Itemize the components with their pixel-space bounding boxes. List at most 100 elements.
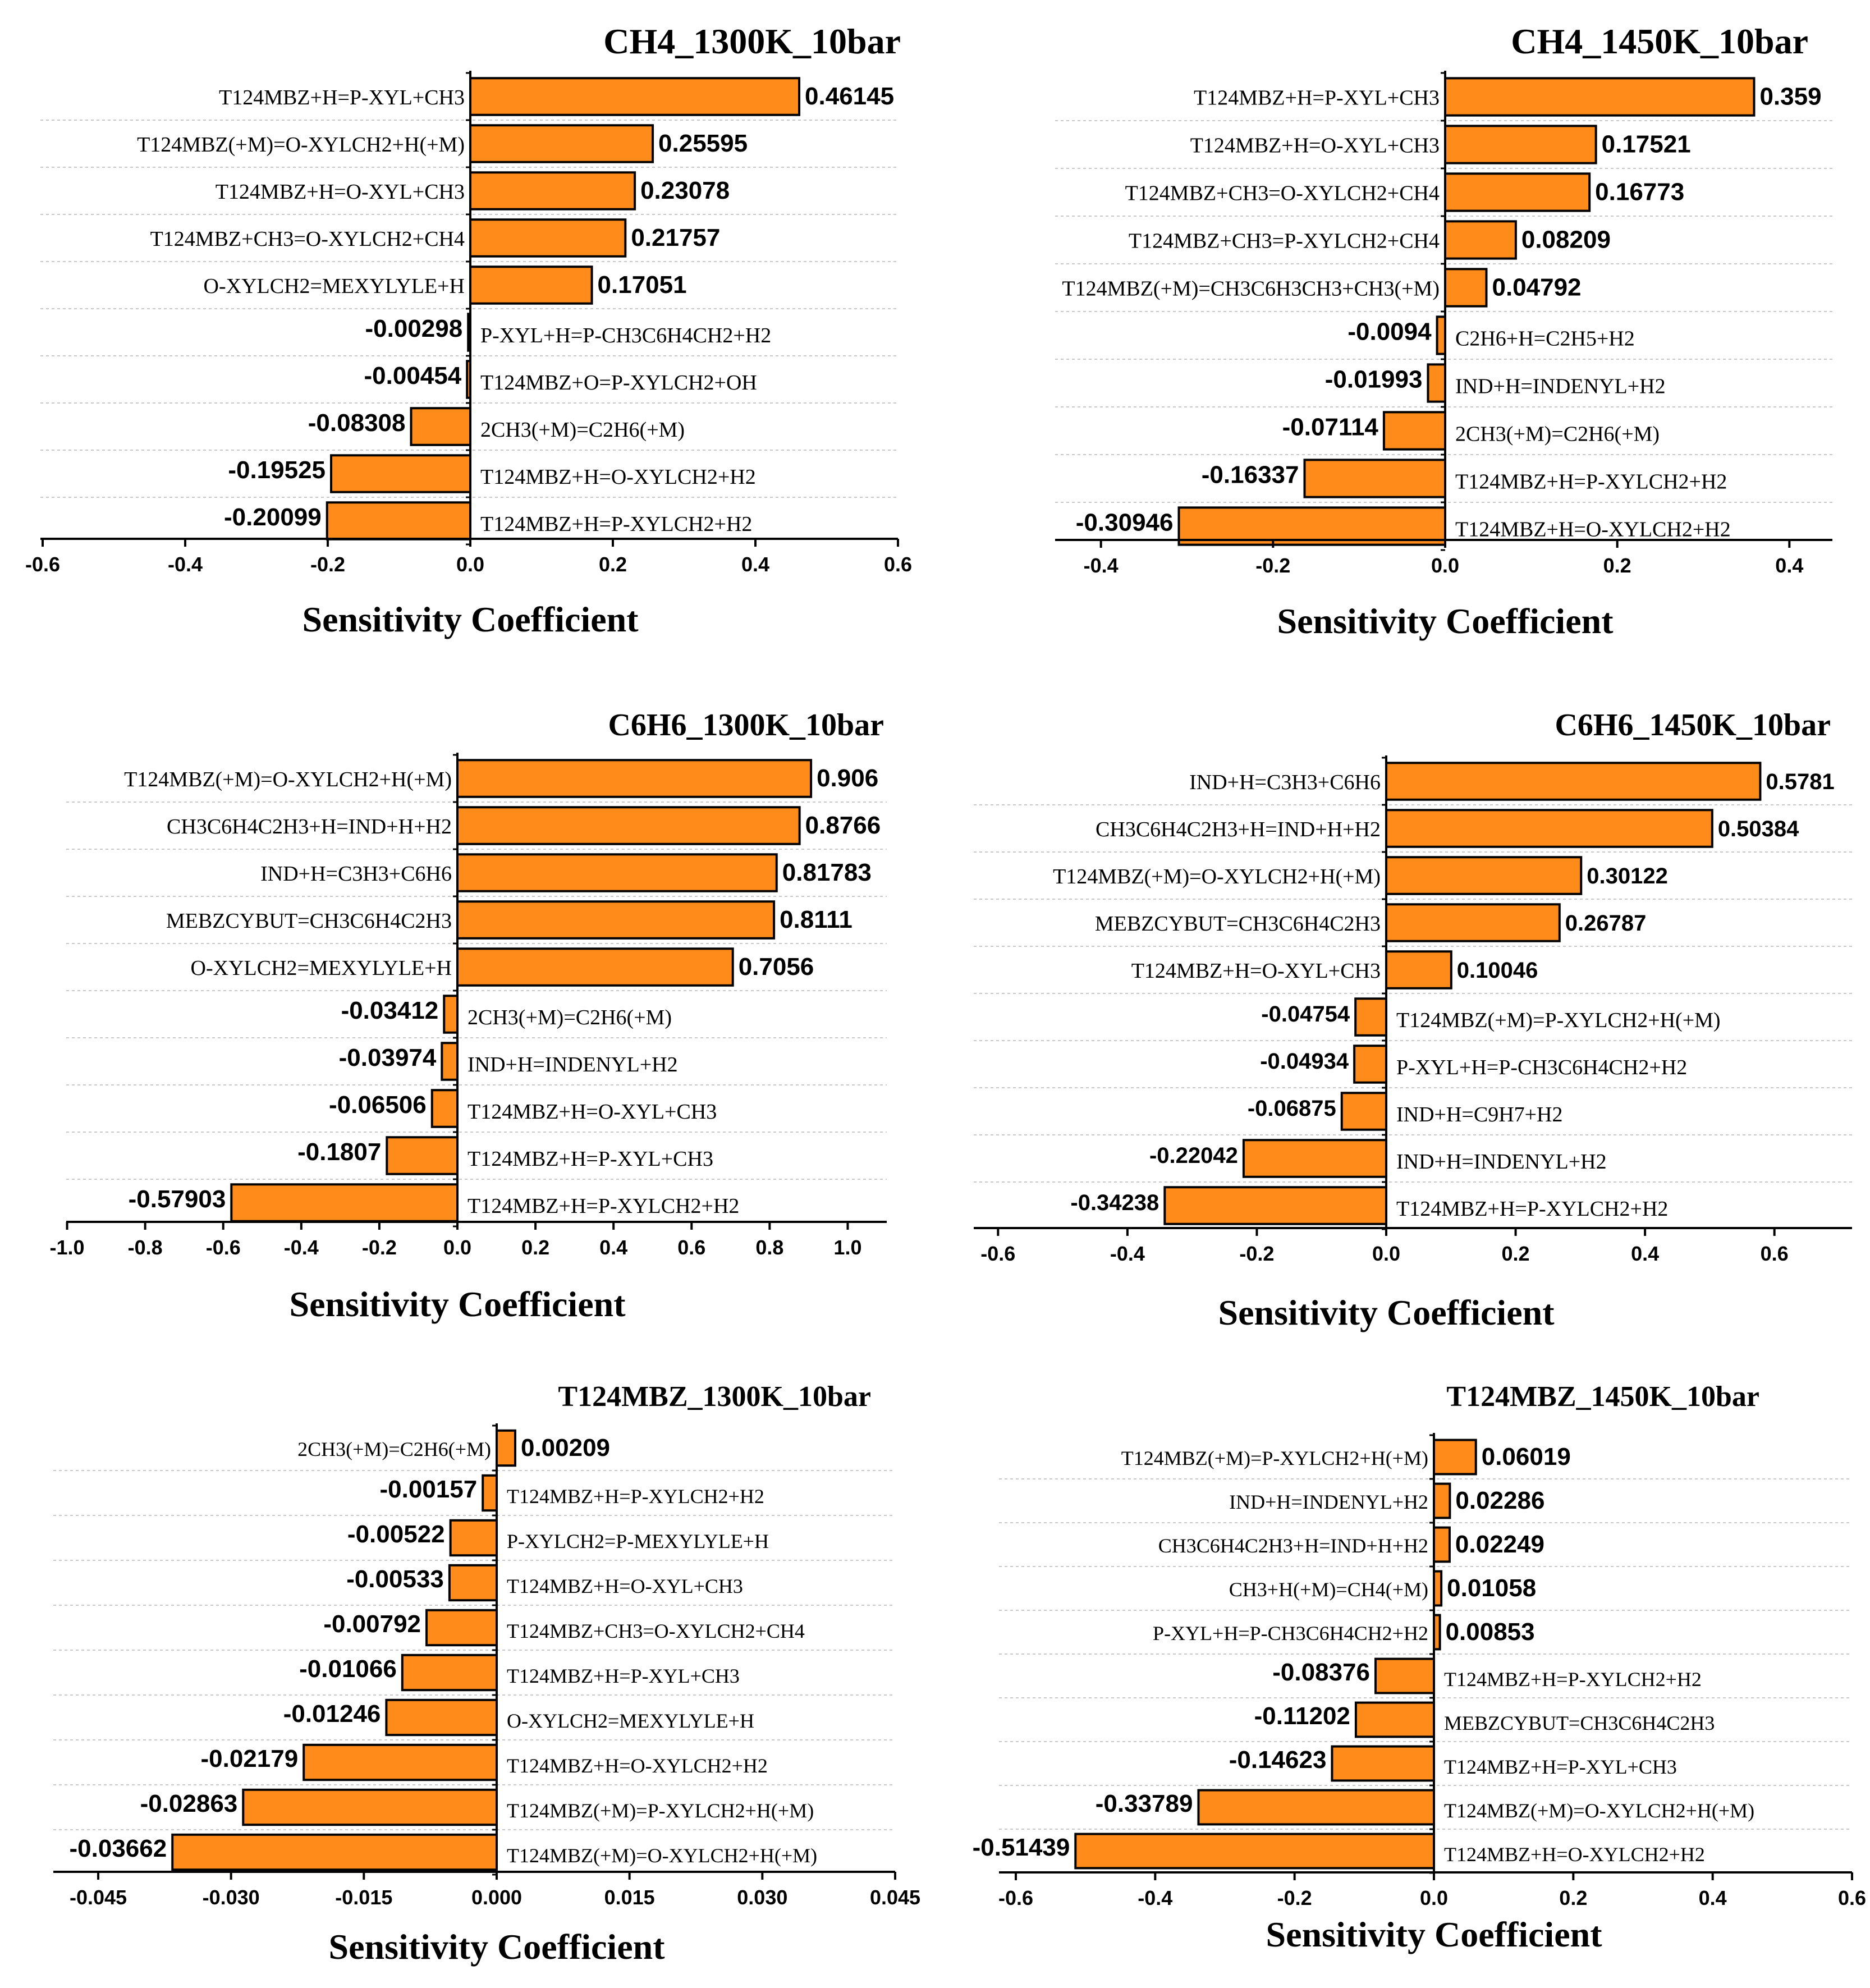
data-label: 0.08209: [1521, 226, 1611, 254]
x-axis-title: Sensitivity Coefficient: [290, 1284, 626, 1324]
tick-label: 0.0: [1431, 554, 1459, 577]
bar: [1444, 268, 1488, 308]
category-label: T124MBZ+H=P-XYLCH2+H2: [480, 512, 752, 536]
x-axis-title: Sensitivity Coefficient: [1218, 1293, 1555, 1332]
category-label: C2H6+H=C2H5+H2: [1455, 327, 1635, 351]
tick-label: -0.4: [284, 1236, 319, 1259]
bar: [1354, 997, 1388, 1037]
category-label: IND+H=INDENYL+H2: [467, 1053, 678, 1077]
category-label: O-XYLCH2=MEXYLYLE+H: [507, 1710, 754, 1732]
bar: [456, 806, 801, 845]
tick-label: 0.2: [599, 553, 627, 576]
data-label: 0.06019: [1482, 1443, 1571, 1471]
bar: [496, 1429, 516, 1467]
tick-label: -1.0: [50, 1236, 85, 1259]
tick-label: 0.0: [1420, 1886, 1448, 1909]
bar: [1385, 809, 1713, 848]
data-label: -0.04934: [1260, 1049, 1349, 1074]
bar: [1444, 77, 1756, 117]
category-label: T124MBZ+H=P-XYLCH2+H2: [467, 1194, 739, 1218]
category-label: T124MBZ+H=O-XYLCH2+H2: [1455, 518, 1731, 542]
data-label: 0.00209: [521, 1434, 610, 1462]
chart-panel-4: C6H6_1450K_10bar IND+H=C3H3+C6H6 0.5781 CH3…: [974, 708, 1852, 1332]
category-label: T124MBZ(+M)=O-XYLCH2+H(+M): [124, 768, 452, 791]
tick-label: -0.4: [1084, 554, 1119, 577]
category-label: T124MBZ+CH3=P-XYLCH2+CH4: [1129, 230, 1440, 253]
bar: [469, 265, 593, 305]
tick-label: 0.2: [1603, 554, 1631, 577]
bar: [469, 77, 801, 116]
tick-label: 0.2: [1502, 1242, 1530, 1265]
category-label: CH3C6H4C2H3+H=IND+H+H2: [167, 815, 452, 839]
data-label: -0.34238: [1070, 1190, 1159, 1215]
chart-title: C6H6_1450K_10bar: [1555, 708, 1831, 743]
category-label: T124MBZ+H=O-XYL+CH3: [216, 180, 465, 204]
category-label: T124MBZ(+M)=O-XYLCH2+H(+M): [1444, 1799, 1754, 1822]
data-label: 0.50384: [1718, 817, 1799, 841]
data-label: 0.7056: [739, 953, 814, 981]
chart-title: CH4_1450K_10bar: [1511, 21, 1808, 61]
bar: [302, 1743, 498, 1781]
bar: [171, 1833, 498, 1871]
data-label: -0.00298: [365, 315, 463, 342]
tick-label: 0.6: [1761, 1242, 1789, 1265]
tick-label: 0.4: [1631, 1242, 1659, 1265]
category-label: T124MBZ+H=O-XYLCH2+H2: [1444, 1843, 1705, 1866]
bar: [1444, 220, 1517, 260]
data-label: 0.5781: [1766, 769, 1834, 794]
data-label: -0.06506: [329, 1091, 427, 1119]
category-label: T124MBZ+H=O-XYLCH2+H2: [507, 1755, 768, 1777]
x-axis-title: Sensitivity Coefficient: [1266, 1914, 1603, 1954]
data-label: 0.23078: [640, 177, 730, 204]
category-label: T124MBZ+H=P-XYL+CH3: [1444, 1756, 1677, 1778]
data-label: -0.16337: [1202, 461, 1299, 489]
tick-label: 0.2: [521, 1236, 549, 1259]
bar: [469, 124, 654, 163]
category-label: T124MBZ(+M)=P-XYLCH2+H(+M): [1121, 1447, 1428, 1469]
category-label: MEBZCYBUT=CH3C6H4C2H3: [1444, 1712, 1715, 1734]
data-label: 0.30122: [1587, 864, 1668, 888]
data-label: 0.02286: [1455, 1487, 1544, 1514]
data-label: -0.00792: [323, 1610, 421, 1638]
bar: [425, 1609, 498, 1647]
data-label: -0.07114: [1282, 414, 1379, 441]
category-label: T124MBZ(+M)=CH3C6H3CH3+CH3(+M): [1062, 277, 1440, 301]
category-label: T124MBZ+H=P-XYL+CH3: [219, 86, 465, 109]
data-label: 0.00853: [1446, 1618, 1535, 1646]
bar: [1242, 1139, 1388, 1178]
tick-label: 0.4: [599, 1236, 627, 1259]
category-label: T124MBZ(+M)=O-XYLCH2+H(+M): [137, 133, 465, 157]
category-label: P-XYL+H=P-CH3C6H4CH2+H2: [1396, 1056, 1687, 1079]
bar: [1427, 363, 1447, 403]
bar: [1353, 1045, 1387, 1084]
data-label: -0.00533: [346, 1565, 444, 1593]
data-label: -0.33789: [1096, 1790, 1193, 1817]
tick-label: -0.4: [1110, 1242, 1145, 1265]
tick-label: 0.0: [1372, 1242, 1400, 1265]
bar: [1331, 1745, 1436, 1782]
bar: [1197, 1789, 1436, 1826]
tick-label: -0.8: [128, 1236, 163, 1259]
data-label: -0.08308: [308, 409, 406, 437]
chart-panel-5: T124MBZ_1300K_10bar 2CH3(+M)=C2H6(+M) 0.00…: [53, 1381, 920, 1967]
tick-label: -0.4: [168, 553, 203, 576]
data-label: 0.17521: [1602, 131, 1691, 158]
tick-label: -0.6: [206, 1236, 241, 1259]
bar: [456, 853, 778, 892]
tick-label: -0.6: [980, 1242, 1015, 1265]
category-label: T124MBZ+H=P-XYL+CH3: [467, 1147, 713, 1171]
category-label: IND+H=INDENYL+H2: [1229, 1491, 1428, 1513]
bar: [1074, 1833, 1435, 1870]
tick-label: 0.0: [443, 1236, 471, 1259]
bar: [1433, 1439, 1477, 1476]
category-label: IND+H=C3H3+C6H6: [260, 862, 452, 886]
category-label: T124MBZ+H=P-XYLCH2+H2: [1455, 470, 1727, 494]
tick-label: 0.2: [1559, 1886, 1587, 1909]
data-label: -0.04754: [1261, 1002, 1350, 1027]
bar: [430, 1089, 459, 1128]
tick-label: 0.0: [456, 553, 484, 576]
chart-title: T124MBZ_1300K_10bar: [558, 1381, 871, 1413]
tick-label: -0.015: [335, 1886, 392, 1909]
category-label: T124MBZ+H=P-XYL+CH3: [507, 1665, 740, 1687]
data-label: -0.22042: [1149, 1143, 1238, 1168]
